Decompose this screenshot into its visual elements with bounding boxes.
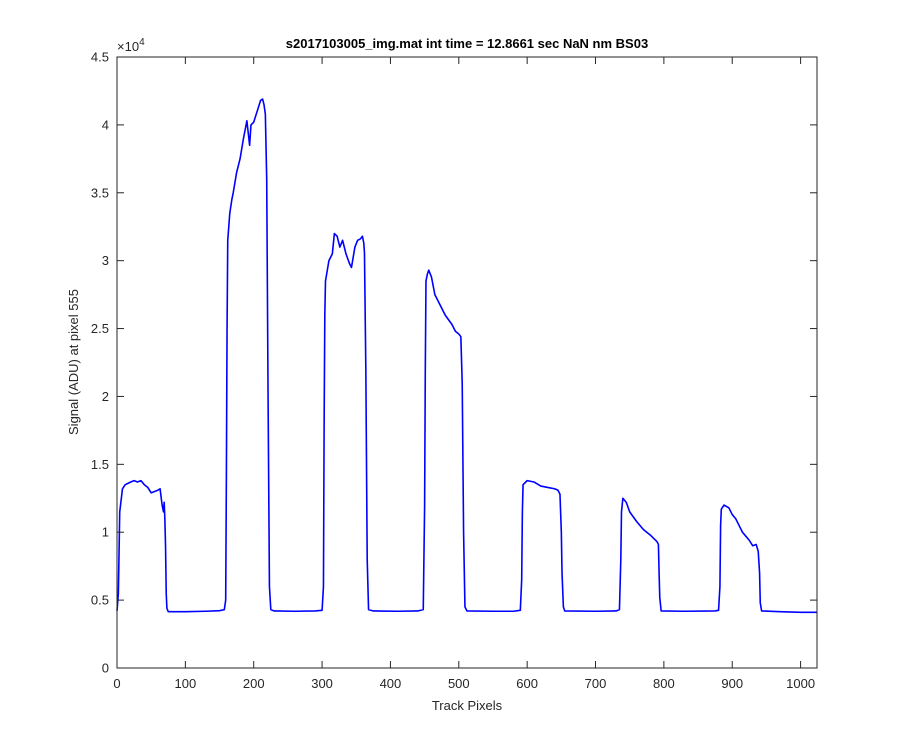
y-tick-label: 0 [102, 661, 109, 676]
x-tick-label: 600 [516, 676, 538, 691]
x-tick-label: 200 [243, 676, 265, 691]
chart-title: s2017103005_img.mat int time = 12.8661 s… [286, 36, 648, 51]
y-tick-label: 4.5 [91, 50, 109, 65]
x-tick-label: 0 [113, 676, 120, 691]
y-tick-label: 1 [102, 525, 109, 540]
y-exponent-base: ×10 [117, 39, 139, 54]
axes-box [116, 56, 818, 669]
x-axis-label: Track Pixels [432, 698, 503, 713]
y-exponent-label: ×104 [117, 37, 145, 54]
x-tick-label: 700 [585, 676, 607, 691]
y-tick-label: 2 [102, 389, 109, 404]
plot-area [117, 57, 817, 668]
y-tick-label: 0.5 [91, 593, 109, 608]
y-tick-label: 2.5 [91, 321, 109, 336]
x-tick-label: 400 [380, 676, 402, 691]
y-ticks: 0 0.5 1 1.5 2 2.5 3 3.5 4 4.5 [91, 50, 817, 676]
x-tick-label: 500 [448, 676, 470, 691]
x-tick-label: 300 [311, 676, 333, 691]
x-tick-label: 1000 [786, 676, 815, 691]
y-tick-label: 4 [102, 117, 109, 132]
y-exponent-power: 4 [139, 37, 145, 48]
series-layer [116, 98, 817, 614]
x-tick-label: 100 [175, 676, 197, 691]
y-tick-label: 3 [102, 253, 109, 268]
x-ticks: 0 100 200 300 400 500 600 700 800 900 1000 [113, 57, 815, 691]
series-line [116, 98, 817, 614]
y-axis-label: Signal (ADU) at pixel 555 [66, 289, 81, 435]
y-tick-label: 3.5 [91, 185, 109, 200]
y-tick-label: 1.5 [91, 457, 109, 472]
x-tick-label: 900 [721, 676, 743, 691]
x-tick-label: 800 [653, 676, 675, 691]
